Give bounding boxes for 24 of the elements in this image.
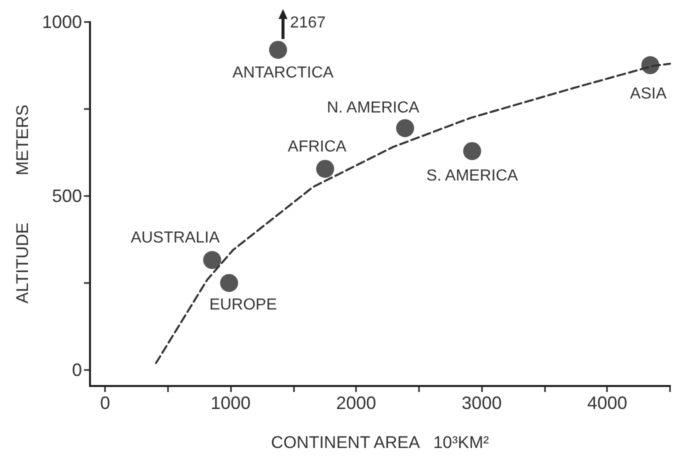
annotation: AFRICA bbox=[288, 138, 347, 156]
annotation: N. AMERICA bbox=[326, 100, 420, 117]
annotation: 2167 bbox=[290, 14, 326, 32]
point bbox=[220, 274, 238, 292]
x-tick-label: 4000 bbox=[587, 393, 628, 413]
x-axis-title: CONTINENT AREA 10³KM² bbox=[271, 433, 490, 452]
y-tick-label: 0 bbox=[72, 360, 82, 380]
annotation: AUSTRALIA bbox=[130, 230, 220, 247]
x-tick-label: 0 bbox=[100, 393, 110, 413]
y-axis-title: ALTITUDE METERS bbox=[13, 104, 32, 304]
point bbox=[316, 160, 334, 178]
x-tick-label: 1000 bbox=[210, 393, 251, 413]
point bbox=[203, 251, 222, 270]
annotation: S. AMERICA bbox=[426, 168, 518, 185]
x-tick-label: 2000 bbox=[336, 393, 376, 413]
annotation: ASIA bbox=[630, 86, 667, 103]
annotation: ANTARCTICA bbox=[232, 64, 334, 82]
point bbox=[269, 40, 288, 59]
x-tick-label: 3000 bbox=[462, 393, 502, 413]
point bbox=[463, 142, 482, 160]
y-tick-label: 500 bbox=[52, 186, 82, 206]
point bbox=[396, 119, 414, 138]
y-tick-label: 1000 bbox=[42, 12, 82, 32]
annotation: EUROPE bbox=[209, 296, 277, 314]
